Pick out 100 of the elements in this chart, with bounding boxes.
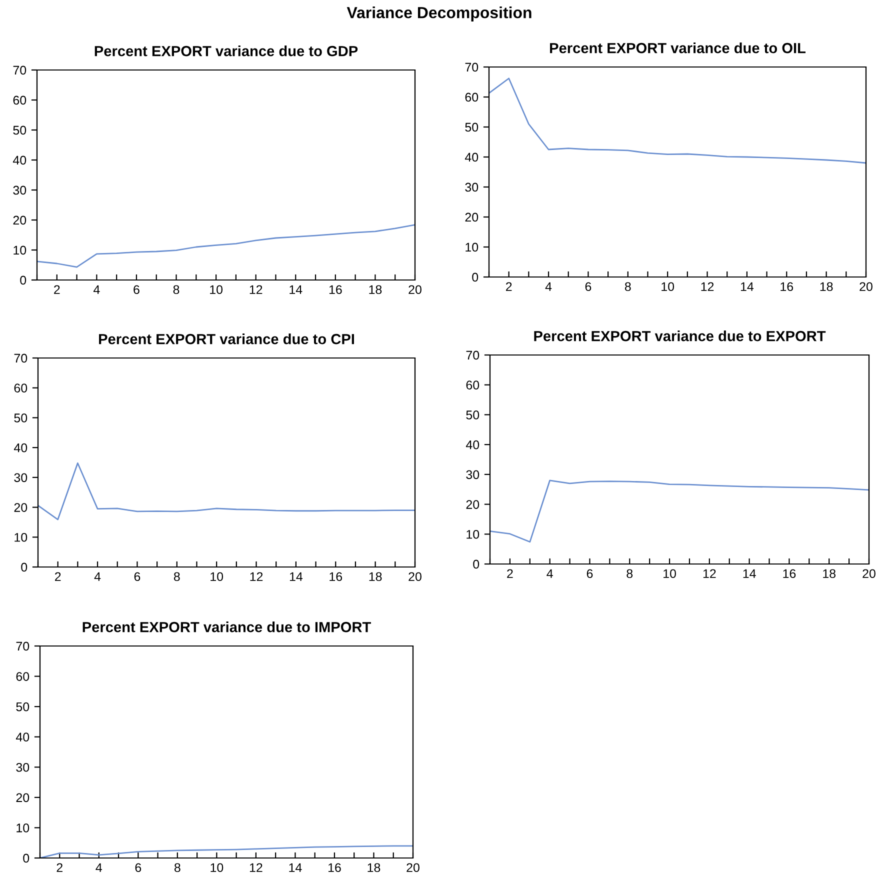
y-tick-label: 0 xyxy=(21,562,28,572)
y-tick-label: 70 xyxy=(16,642,30,651)
x-tick-label: 8 xyxy=(624,282,631,292)
chart-title: Percent EXPORT variance due to CPI xyxy=(99,334,354,344)
y-tick-label: 60 xyxy=(465,92,478,102)
x-tick-label: 18 xyxy=(820,282,833,292)
x-tick-label: 4 xyxy=(545,282,552,291)
y-tick-label: 50 xyxy=(16,702,30,712)
x-tick-label: 8 xyxy=(174,572,180,582)
y-tick-label: 50 xyxy=(466,410,480,420)
x-tick-label: 12 xyxy=(703,569,716,578)
y-tick-label: 60 xyxy=(13,96,26,105)
x-tick-label: 20 xyxy=(860,282,872,292)
x-tick-label: 4 xyxy=(96,863,102,872)
x-tick-label: 18 xyxy=(369,285,382,294)
y-tick-label: 0 xyxy=(473,560,480,569)
y-tick-label: 60 xyxy=(466,380,480,390)
y-tick-label: 60 xyxy=(14,384,28,393)
y-tick-label: 30 xyxy=(465,182,478,192)
x-tick-label: 10 xyxy=(664,569,676,578)
x-tick-label: 8 xyxy=(173,285,180,294)
x-tick-label: 4 xyxy=(93,285,100,294)
text: Variance Decomposition xyxy=(346,6,532,22)
x-tick-label: 2 xyxy=(54,572,61,581)
x-tick-label: 14 xyxy=(289,863,302,872)
x-tick-label: 2 xyxy=(506,282,512,291)
x-tick-label: 16 xyxy=(780,282,794,292)
x-tick-label: 6 xyxy=(135,863,142,872)
x-tick-label: 16 xyxy=(328,863,341,872)
x-tick-label: 10 xyxy=(662,282,674,292)
y-tick-label: 40 xyxy=(14,443,28,452)
y-tick-label: 50 xyxy=(13,126,26,135)
y-tick-label: 20 xyxy=(16,793,30,802)
x-tick-label: 4 xyxy=(546,569,553,578)
y-tick-label: 50 xyxy=(14,414,28,422)
x-tick-label: 16 xyxy=(783,569,796,578)
x-tick-label: 16 xyxy=(330,572,342,582)
x-tick-label: 6 xyxy=(134,572,140,582)
y-tick-label: 70 xyxy=(465,62,478,72)
y-tick-label: 30 xyxy=(14,473,28,482)
line-series xyxy=(37,224,415,268)
y-tick-label: 70 xyxy=(14,354,28,363)
y-tick-label: 30 xyxy=(13,186,26,195)
x-tick-label: 16 xyxy=(329,285,342,294)
x-tick-label: 8 xyxy=(174,863,180,872)
chart-title: Percent EXPORT variance due to OIL xyxy=(550,42,806,54)
y-tick-label: 70 xyxy=(13,66,26,75)
x-tick-label: 12 xyxy=(250,863,262,872)
x-tick-label: 12 xyxy=(250,285,262,294)
x-tick-label: 10 xyxy=(210,863,224,872)
y-tick-label: 0 xyxy=(472,272,478,282)
y-tick-label: 40 xyxy=(466,440,480,450)
x-tick-label: 2 xyxy=(507,569,513,578)
y-tick-label: 30 xyxy=(466,470,480,480)
x-tick-label: 14 xyxy=(743,569,756,578)
y-tick-label: 10 xyxy=(16,824,30,832)
x-tick-label: 18 xyxy=(368,863,380,872)
x-tick-label: 6 xyxy=(134,285,140,294)
line-series xyxy=(490,480,869,543)
x-tick-label: 14 xyxy=(290,285,302,294)
y-tick-label: 60 xyxy=(16,672,30,681)
y-tick-label: 70 xyxy=(466,350,480,360)
y-tick-label: 10 xyxy=(14,246,26,255)
x-tick-label: 14 xyxy=(290,572,303,581)
x-tick-label: 10 xyxy=(210,572,224,582)
x-tick-label: 18 xyxy=(823,569,836,578)
y-tick-label: 20 xyxy=(14,503,28,512)
x-tick-label: 20 xyxy=(862,569,876,578)
y-tick-label: 40 xyxy=(16,732,30,742)
x-tick-label: 10 xyxy=(210,285,223,294)
x-tick-label: 12 xyxy=(250,572,263,581)
x-tick-label: 6 xyxy=(586,569,593,578)
y-tick-label: 10 xyxy=(466,242,478,252)
y-tick-label: 10 xyxy=(466,530,480,539)
y-tick-label: 10 xyxy=(14,532,28,542)
y-tick-label: 20 xyxy=(465,212,478,222)
x-tick-label: 18 xyxy=(369,572,382,582)
x-tick-label: 6 xyxy=(585,282,592,292)
x-tick-label: 20 xyxy=(408,285,422,294)
y-tick-label: 20 xyxy=(466,500,480,509)
y-tick-label: 50 xyxy=(465,122,478,132)
y-tick-label: 40 xyxy=(464,152,478,162)
y-tick-label: 30 xyxy=(16,762,30,772)
x-tick-label: 2 xyxy=(56,863,62,872)
x-tick-label: 20 xyxy=(408,572,422,582)
y-tick-label: 0 xyxy=(23,854,30,863)
x-tick-label: 8 xyxy=(626,569,633,578)
x-tick-label: 20 xyxy=(406,863,420,872)
x-tick-label: 14 xyxy=(740,282,754,291)
chart-title: Percent EXPORT variance due to GDP xyxy=(94,46,358,56)
x-tick-label: 4 xyxy=(94,572,101,581)
line-series xyxy=(489,78,866,164)
chart-title: Percent EXPORT variance due to IMPORT xyxy=(82,622,372,632)
y-tick-label: 0 xyxy=(20,276,26,285)
y-tick-label: 40 xyxy=(12,156,26,165)
y-tick-label: 20 xyxy=(13,216,26,225)
line-series xyxy=(38,462,415,520)
x-tick-label: 12 xyxy=(701,282,714,291)
x-tick-label: 2 xyxy=(54,285,60,294)
chart-title: Percent EXPORT variance due to EXPORT xyxy=(534,330,826,342)
